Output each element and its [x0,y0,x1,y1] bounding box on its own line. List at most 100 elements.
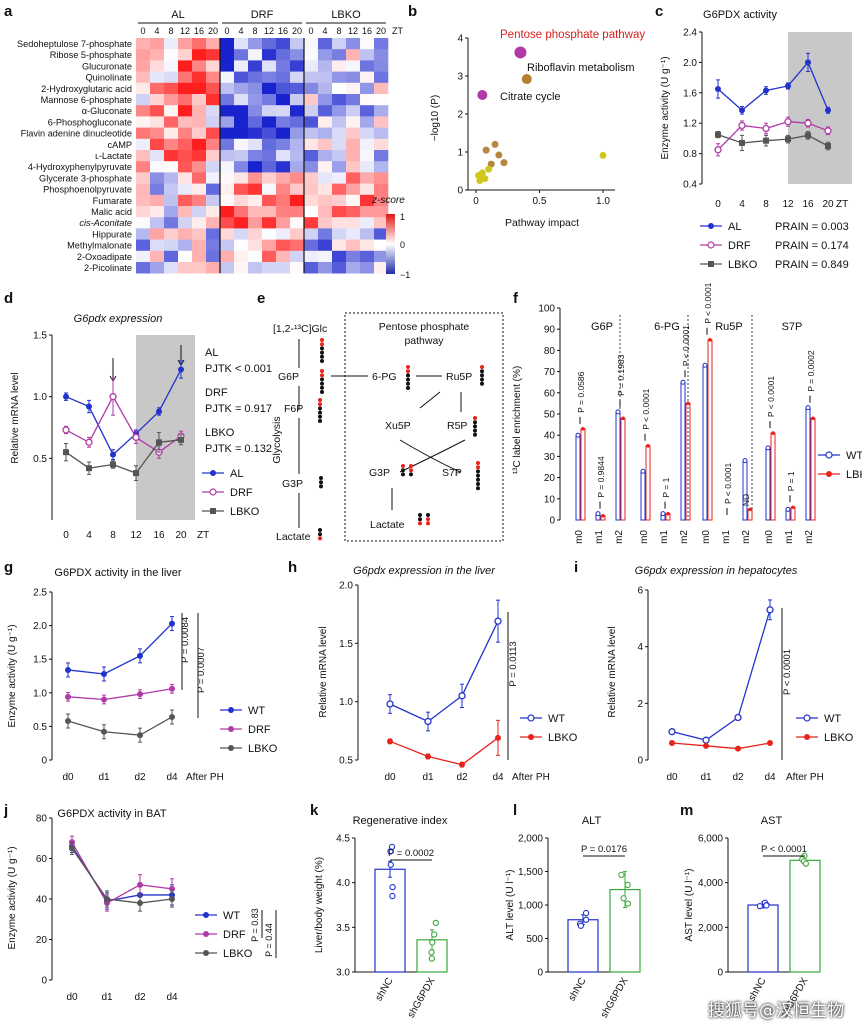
heatmap-cell [164,206,178,218]
c-prain-label: PRAIN = 0.849 [775,259,849,271]
b-pathway-point [514,46,526,58]
heatmap-row-label: Mannose 6-phosphate [41,95,132,105]
heatmap-cell [192,150,206,162]
heatmap-cell [262,150,276,162]
b-x-tick-label: 0 [473,196,479,207]
m-bar [790,860,820,972]
h-series-wt-point [425,719,431,725]
heatmap-time-label: 4 [322,26,327,36]
j-pvalue-label: P = 0.83 [250,908,260,942]
heatmap-cell [318,105,332,117]
b-x-tick-label: 1.0 [596,196,610,207]
f-x-tick-label: m2 [679,530,690,544]
heatmap-cell [150,83,164,95]
i-y-tick-label: 2 [637,699,643,710]
e-carbon-dot [409,464,413,468]
d-series-lbko-point [178,437,184,443]
heatmap-cell [206,184,220,196]
k-data-point [390,885,395,890]
k-data-point [429,950,434,955]
heatmap-cell [304,94,318,106]
heatmap-cell [374,128,388,140]
g-series-drf-point [137,691,143,697]
c-prain-label: PRAIN = 0.174 [775,240,849,252]
heatmap-cell [290,240,304,252]
l-data-point [583,917,588,922]
e-carbon-dot [401,472,405,476]
heatmap-cell [276,172,290,184]
j-x-tick-label: d1 [101,992,113,1003]
b-pathway-point [600,152,607,159]
i-legend-marker [804,734,810,740]
f-point-wt [786,507,790,511]
e-carbon-dot [319,484,323,488]
k-title: Regenerative index [353,815,448,827]
d-title: G6pdx expression [74,313,163,325]
e-carbon-dot [406,382,410,386]
heatmap-cell [206,251,220,262]
heatmap-cell [332,161,346,173]
panel-letter-m: m [680,802,693,819]
i-pvalue-label: P < 0.0001 [782,649,793,695]
heatmap-cell [164,128,178,140]
heatmap-cell [276,60,290,72]
k-bar [375,869,405,972]
l-data-point [578,923,583,928]
heatmap-cell [304,228,318,240]
heatmap-cell [360,240,374,252]
h-series-wt-point [459,693,465,699]
f-bar-lbko [791,507,795,520]
b-pathway-point [483,147,490,154]
heatmap-cell [192,38,206,50]
heatmap-cell [346,128,360,140]
zscore-legend-tick: 0 [400,240,405,250]
i-series-wt-point [735,715,741,721]
heatmap-cell [304,217,318,229]
heatmap-cell [360,49,374,61]
heatmap-cell [360,161,374,173]
heatmap-cell [206,38,220,50]
heatmap-cell [332,83,346,95]
heatmap-cell [206,49,220,61]
heatmap-cell [150,172,164,184]
heatmap-cell [304,116,318,128]
heatmap-cell [150,139,164,151]
e-carbon-dot [480,369,484,373]
heatmap-cell [290,172,304,184]
heatmap-cell [276,116,290,128]
i-series-wt-point [669,729,675,735]
h-y-tick-label: 1.5 [339,639,353,650]
heatmap-cell [374,38,388,50]
heatmap-cell [164,94,178,106]
heatmap-cell [192,139,206,151]
heatmap-cell [262,116,276,128]
f-bar-wt [806,408,810,520]
f-y-tick-label: 80 [544,346,556,357]
heatmap-cell [332,139,346,151]
b-y-axis-title: −log10 (P) [430,95,441,141]
e-carbon-dot [318,398,322,402]
f-y-tick-label: 70 [544,367,556,378]
g-y-tick-label: 1.0 [33,688,47,699]
j-y-tick-label: 40 [36,895,48,906]
f-bar-wt [703,365,707,520]
heatmap-cell [164,83,178,95]
f-point-lbko [621,416,625,420]
f-pvalue-label: P < 0.0001 [723,463,733,504]
heatmap-cell [262,172,276,184]
heatmap-cell [318,228,332,240]
heatmap-row-label: ʟ-Lactate [95,151,132,161]
d-x-tick-label: 4 [86,530,92,541]
heatmap-cell [164,161,178,173]
k-pvalue-label: P = 0.0002 [388,848,434,859]
watermark-text: 搜狐号@汉恒生物 [708,996,844,1021]
m-y-tick-label: 2,000 [698,923,723,934]
h-series-lbko-point [387,738,393,744]
e-carbon-dot [320,342,324,346]
f-x-tick-label: m1 [721,530,732,544]
d-series-lbko-point [156,439,162,445]
m-data-point [764,903,769,908]
heatmap-cell [290,184,304,196]
g-series-lbko-line [68,717,172,735]
c-series-al-point [739,107,745,113]
